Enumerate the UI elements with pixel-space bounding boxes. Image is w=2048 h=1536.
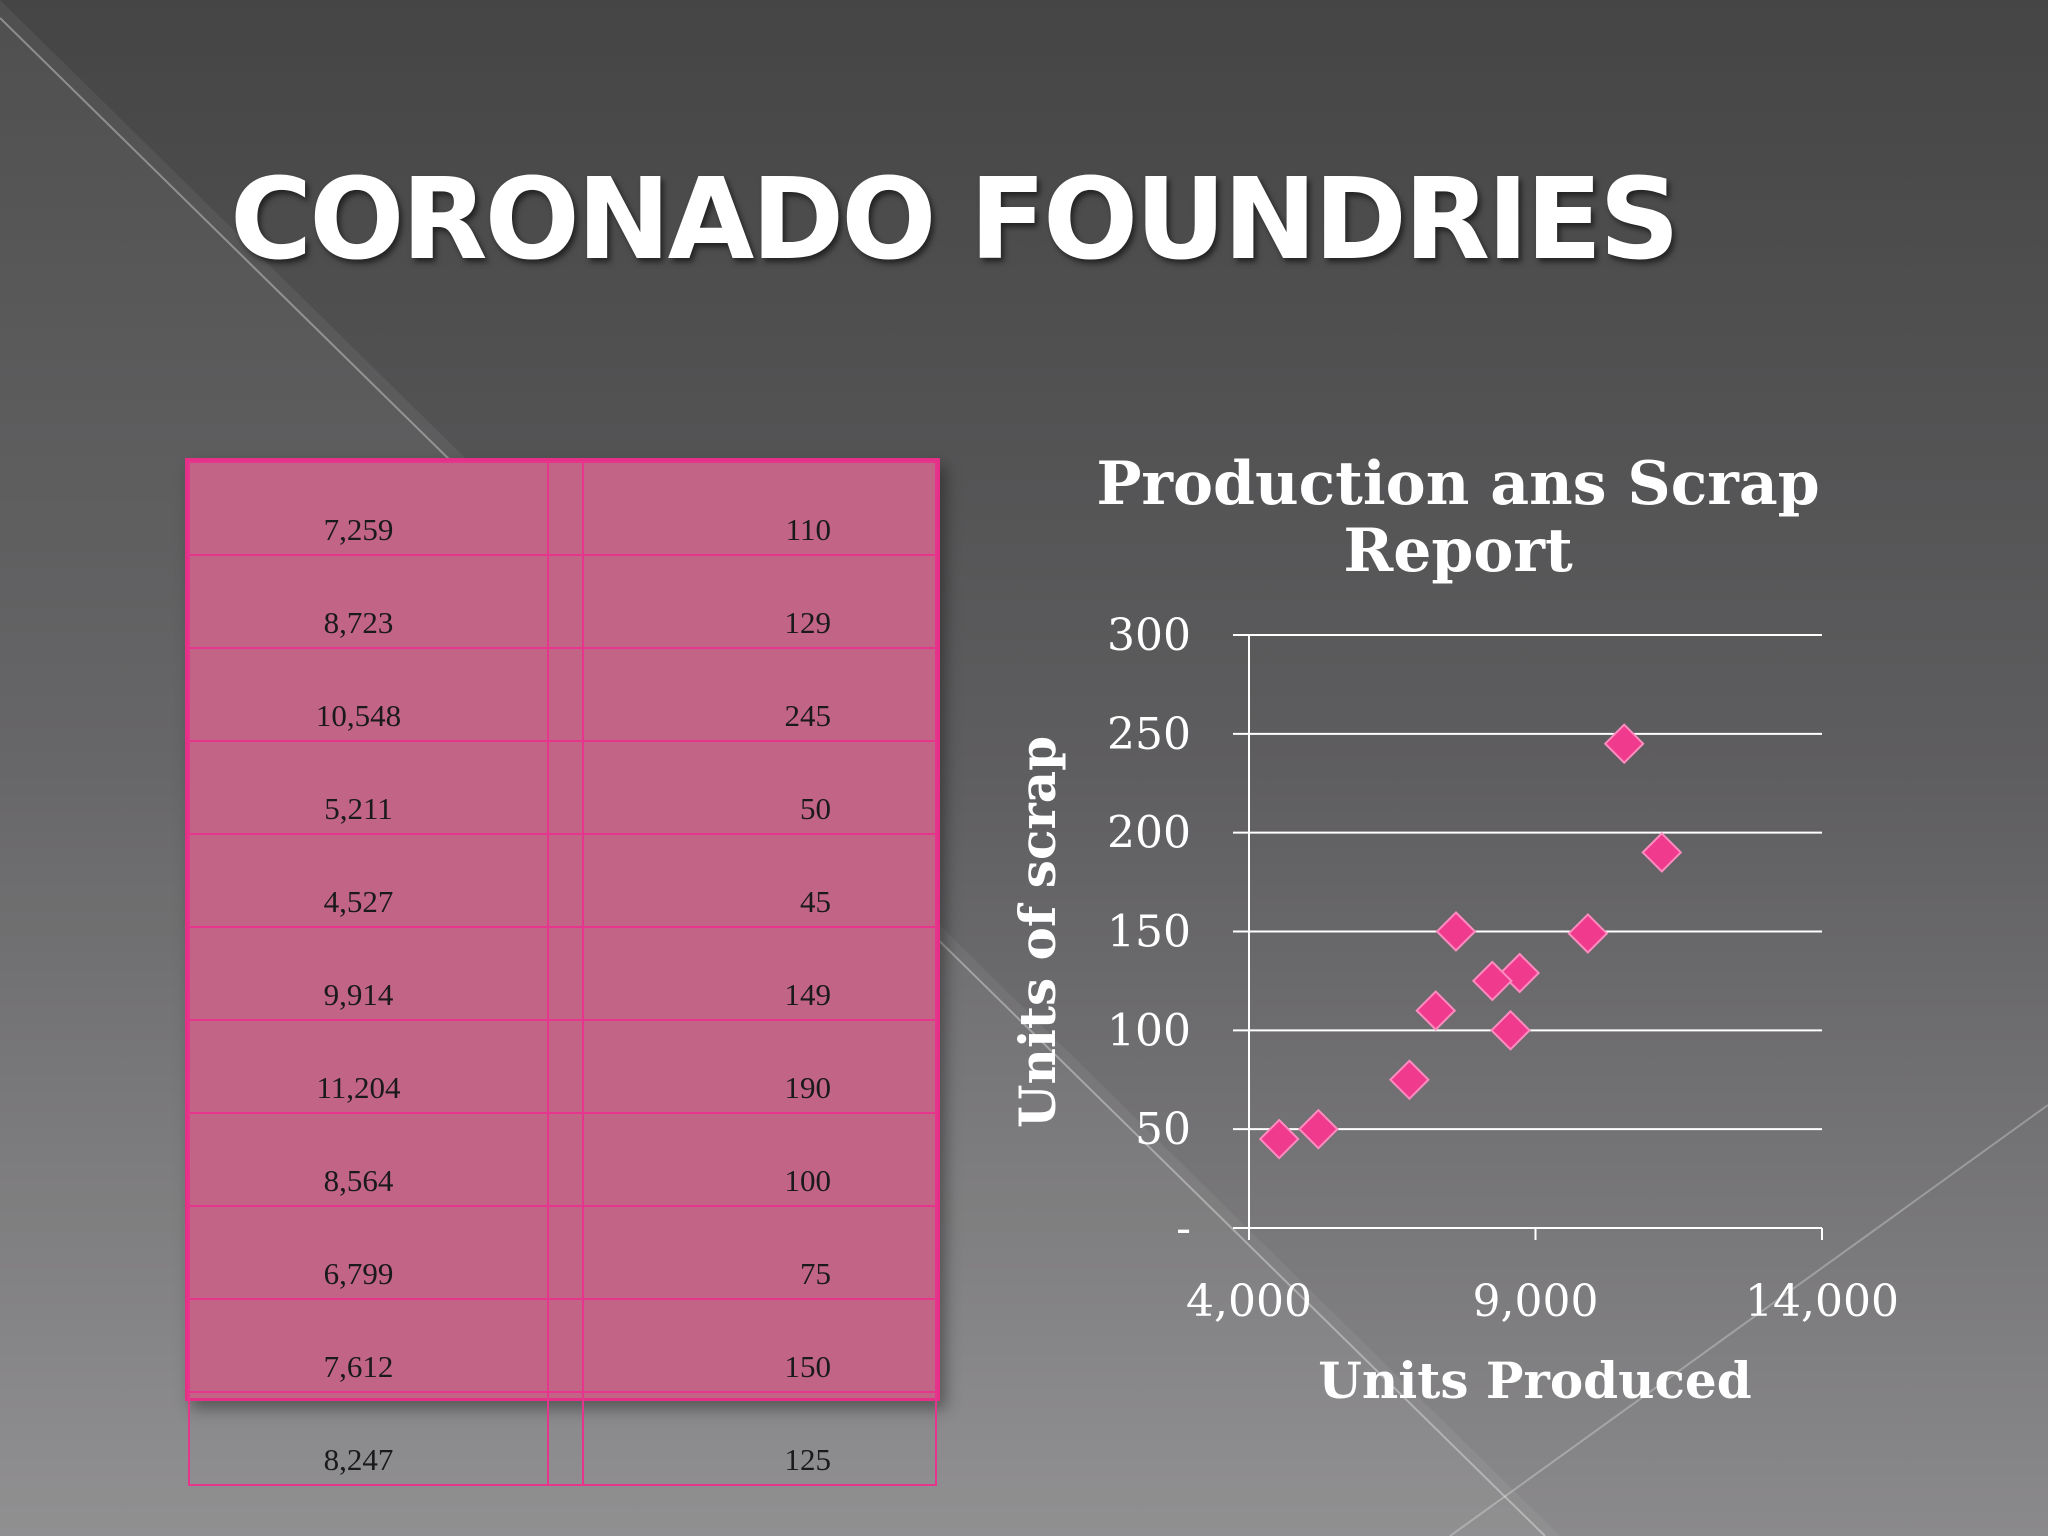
spacer-cell: [547, 1205, 584, 1300]
units-scrap-cell: 245: [582, 647, 937, 742]
data-points: [1258, 723, 1683, 1160]
units-produced-cell: 9,914: [188, 926, 549, 1021]
spacer-cell: [547, 1391, 584, 1486]
y-axis-ticks: - 50 100 150 200 250 300: [1107, 610, 1191, 1254]
table-row: 5,211 50: [188, 740, 937, 835]
units-produced-cell: 5,211: [188, 740, 549, 835]
spacer-cell: [547, 740, 584, 835]
data-table: 7,259 110 8,723 129 10,548 245 5,211 50 4,527 45 9…: [185, 458, 940, 1486]
x-tick-label: 9,000: [1473, 1276, 1599, 1327]
spacer-cell: [547, 461, 584, 556]
spacer-cell: [547, 926, 584, 1021]
units-scrap-cell: 45: [582, 833, 937, 928]
y-tick-label: 100: [1107, 1005, 1191, 1056]
units-produced-cell: 8,247: [188, 1391, 549, 1486]
data-point: [1258, 1118, 1300, 1160]
data-point: [1388, 1059, 1430, 1101]
y-tick-label: 250: [1107, 709, 1191, 760]
table-row: 8,564 100: [188, 1112, 937, 1207]
y-tick-label: -: [1176, 1203, 1191, 1254]
units-produced-cell: 11,204: [188, 1019, 549, 1114]
data-point: [1471, 960, 1513, 1002]
slide-title: CORONADO FOUNDRIES: [230, 155, 1680, 285]
units-produced-cell: 7,259: [188, 461, 549, 556]
table-row: 10,548 245: [188, 647, 937, 742]
y-tick-label: 200: [1107, 808, 1191, 859]
y-tick-label: 150: [1107, 907, 1191, 958]
spacer-cell: [547, 554, 584, 649]
units-produced-cell: 8,723: [188, 554, 549, 649]
spacer-cell: [547, 833, 584, 928]
units-scrap-cell: 190: [582, 1019, 937, 1114]
chart-title-line-1: Production ans Scrap: [1096, 449, 1819, 519]
data-point: [1435, 911, 1477, 952]
units-scrap-cell: 50: [582, 740, 937, 835]
units-scrap-cell: 110: [582, 461, 937, 556]
x-axis-title: Units Produced: [1318, 1351, 1751, 1410]
units-scrap-cell: 100: [582, 1112, 937, 1207]
units-produced-cell: 6,799: [188, 1205, 549, 1300]
units-produced-cell: 4,527: [188, 833, 549, 928]
spacer-cell: [547, 1298, 584, 1393]
units-scrap-cell: 75: [582, 1205, 937, 1300]
data-point: [1297, 1108, 1339, 1150]
table-row: 7,259 110: [188, 461, 937, 556]
x-axis-ticks: 4,000 9,000 14,000: [1186, 1276, 1899, 1327]
units-scrap-cell: 149: [582, 926, 937, 1021]
x-tick-label: 14,000: [1745, 1276, 1899, 1327]
spacer-cell: [547, 1112, 584, 1207]
data-table-body: 7,259 110 8,723 129 10,548 245 5,211 50 4,527 45 9…: [188, 461, 937, 1486]
table-row: 4,527 45: [188, 833, 937, 928]
data-point: [1490, 1009, 1531, 1051]
spacer-cell: [547, 647, 584, 742]
units-scrap-cell: 150: [582, 1298, 937, 1393]
table-row: 11,204 190: [188, 1019, 937, 1114]
data-point: [1603, 723, 1645, 765]
table-row: 8,247 125: [188, 1391, 937, 1486]
spacer-cell: [547, 1019, 584, 1114]
chart-title-line-2: Report: [1343, 516, 1573, 586]
data-point: [1415, 990, 1457, 1031]
data-point: [1567, 913, 1609, 954]
table-row: 6,799 75: [188, 1205, 937, 1300]
chart-axes: [1233, 635, 1823, 1240]
table-row: 8,723 129: [188, 554, 937, 649]
table-row: 9,914 149: [188, 926, 937, 1021]
chart-gridlines: [1233, 634, 1822, 1131]
units-scrap-cell: 129: [582, 554, 937, 649]
x-tick-label: 4,000: [1186, 1276, 1312, 1327]
y-tick-label: 50: [1135, 1104, 1191, 1155]
table-row: 7,612 150: [188, 1298, 937, 1393]
units-produced-cell: 7,612: [188, 1298, 549, 1393]
y-axis-title: Units of scrap: [1008, 736, 1067, 1128]
data-point: [1641, 832, 1683, 873]
y-tick-label: 300: [1107, 610, 1191, 661]
units-produced-cell: 8,564: [188, 1112, 549, 1207]
units-scrap-cell: 125: [582, 1391, 937, 1486]
units-produced-cell: 10,548: [188, 647, 549, 742]
